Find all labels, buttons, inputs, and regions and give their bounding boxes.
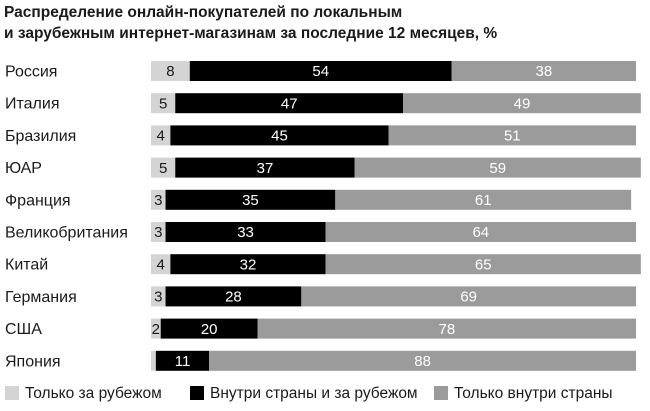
value-label-abroad-only: 4 xyxy=(157,128,165,145)
bar-segment-domestic-only xyxy=(301,286,636,307)
bar-segment-domestic-and-abroad xyxy=(165,189,336,210)
bar-row-china: Китай 4 32 65 xyxy=(5,254,641,275)
value-label-domestic-only: 88 xyxy=(414,353,431,370)
value-label-domestic-and-abroad: 32 xyxy=(240,256,257,273)
chart-title: Распределение онлайн-покупателей по лока… xyxy=(4,4,497,42)
bar-row-brazil: Бразилия 4 45 51 xyxy=(5,125,636,146)
bar-segment-domestic-and-abroad xyxy=(165,222,326,242)
bar-segment-abroad-only xyxy=(151,222,166,242)
value-label-domestic-only: 78 xyxy=(439,321,456,338)
category-label: Германия xyxy=(5,289,77,306)
bar-segment-domestic-and-abroad xyxy=(170,125,389,146)
category-label: Великобритания xyxy=(5,225,128,242)
value-label-domestic-and-abroad: 20 xyxy=(201,321,218,338)
bar-segment-abroad-only xyxy=(151,61,190,81)
bar-row-russia: Россия 8 54 38 xyxy=(5,61,636,81)
bar-segment-domestic-and-abroad xyxy=(165,286,302,307)
value-label-domestic-and-abroad: 11 xyxy=(175,353,191,370)
bar-segment-domestic-only xyxy=(451,61,636,81)
value-label-domestic-and-abroad: 45 xyxy=(271,128,288,145)
value-label-domestic-only: 38 xyxy=(536,63,553,80)
legend-swatch xyxy=(190,386,204,400)
legend-item-abroad-only: Только за рубежом xyxy=(5,385,162,402)
value-label-domestic-only: 65 xyxy=(475,256,492,273)
bar-segment-domestic-only xyxy=(388,125,636,146)
bar-segment-domestic-and-abroad xyxy=(155,350,210,371)
bar-segment-domestic-and-abroad xyxy=(170,254,326,275)
bar-segment-domestic-and-abroad xyxy=(175,157,355,178)
category-label: Китай xyxy=(5,257,48,274)
bar-segment-domestic-and-abroad xyxy=(160,318,258,339)
category-label: США xyxy=(5,321,42,338)
bar-segment-abroad-only xyxy=(151,254,171,275)
bar-segment-abroad-only xyxy=(151,286,166,307)
chart-rows: Россия 8 54 38 Италия 5 47 49 Бразилия 4 45 51 ЮАР 5 3… xyxy=(5,61,641,371)
value-label-domestic-only: 69 xyxy=(460,289,477,306)
bar-segment-abroad-only xyxy=(151,318,161,339)
value-label-domestic-only: 59 xyxy=(489,160,506,177)
value-label-abroad-only: 3 xyxy=(154,192,162,209)
category-label: Япония xyxy=(5,353,61,370)
category-label: ЮАР xyxy=(5,160,42,177)
category-label: Бразилия xyxy=(5,128,76,145)
value-label-domestic-and-abroad: 37 xyxy=(257,160,274,177)
value-label-abroad-only: 4 xyxy=(157,256,165,273)
bar-segment-abroad-only xyxy=(151,93,176,114)
value-label-domestic-and-abroad: 47 xyxy=(281,95,298,112)
value-label-domestic-and-abroad: 33 xyxy=(237,224,254,241)
value-label-domestic-only: 61 xyxy=(475,192,492,209)
bar-segment-domestic-only xyxy=(325,222,636,242)
value-label-abroad-only: 3 xyxy=(154,289,162,306)
category-label: Италия xyxy=(5,96,59,113)
value-label-domestic-and-abroad: 28 xyxy=(225,289,242,306)
value-label-abroad-only: 2 xyxy=(152,321,160,338)
value-label-domestic-and-abroad: 35 xyxy=(242,192,259,209)
category-label: Россия xyxy=(5,64,57,81)
bar-row-japan: Япония 11 88 xyxy=(5,350,636,371)
bar-segment-domestic-only xyxy=(209,350,636,371)
bar-row-germany: Германия 3 28 69 xyxy=(5,286,636,307)
bar-segment-abroad-only xyxy=(151,189,166,210)
value-label-domestic-only: 64 xyxy=(472,224,489,241)
bar-segment-domestic-only xyxy=(354,157,641,178)
bar-segment-domestic-only xyxy=(335,189,632,210)
legend-swatch xyxy=(434,386,448,400)
legend-label: Только внутри страны xyxy=(454,385,613,402)
bar-segment-abroad-only xyxy=(151,157,176,178)
bar-segment-domestic-only xyxy=(325,254,641,275)
chart-title-line-1: Распределение онлайн-покупателей по лока… xyxy=(4,4,402,21)
value-label-domestic-only: 49 xyxy=(514,95,531,112)
category-label: Франция xyxy=(5,192,71,209)
value-label-abroad-only: 3 xyxy=(154,224,162,241)
legend-swatch xyxy=(5,386,19,400)
bar-segment-domestic-only xyxy=(257,318,636,339)
bar-segment-domestic-only xyxy=(403,93,641,114)
bar-segment-domestic-and-abroad xyxy=(175,93,404,114)
value-label-abroad-only: 5 xyxy=(159,95,167,112)
bar-segment-abroad-only xyxy=(151,125,171,146)
legend-item-domestic-only: Только внутри страны xyxy=(434,385,613,402)
value-label-domestic-only: 51 xyxy=(504,128,521,145)
bar-segment-abroad-only xyxy=(151,350,156,371)
bar-row-usa: США 2 20 78 xyxy=(5,318,636,339)
bar-segment-domestic-and-abroad xyxy=(189,61,452,81)
bar-row-south-africa: ЮАР 5 37 59 xyxy=(5,157,641,178)
value-label-domestic-and-abroad: 54 xyxy=(312,63,329,80)
legend-item-domestic-and-abroad: Внутри страны и за рубежом xyxy=(190,385,418,402)
bar-row-uk: Великобритания 3 33 64 xyxy=(5,222,636,242)
value-label-abroad-only: 8 xyxy=(166,63,174,80)
bar-row-france: Франция 3 35 61 xyxy=(5,189,632,210)
legend-label: Только за рубежом xyxy=(25,385,162,402)
chart-legend: Только за рубежом Внутри страны и за рубе… xyxy=(5,385,613,402)
bar-row-italy: Италия 5 47 49 xyxy=(5,93,641,114)
chart-title-line-2: и зарубежным интернет-магазинам за после… xyxy=(4,25,497,42)
value-label-abroad-only: 5 xyxy=(159,160,167,177)
legend-label: Внутри страны и за рубежом xyxy=(210,385,418,402)
